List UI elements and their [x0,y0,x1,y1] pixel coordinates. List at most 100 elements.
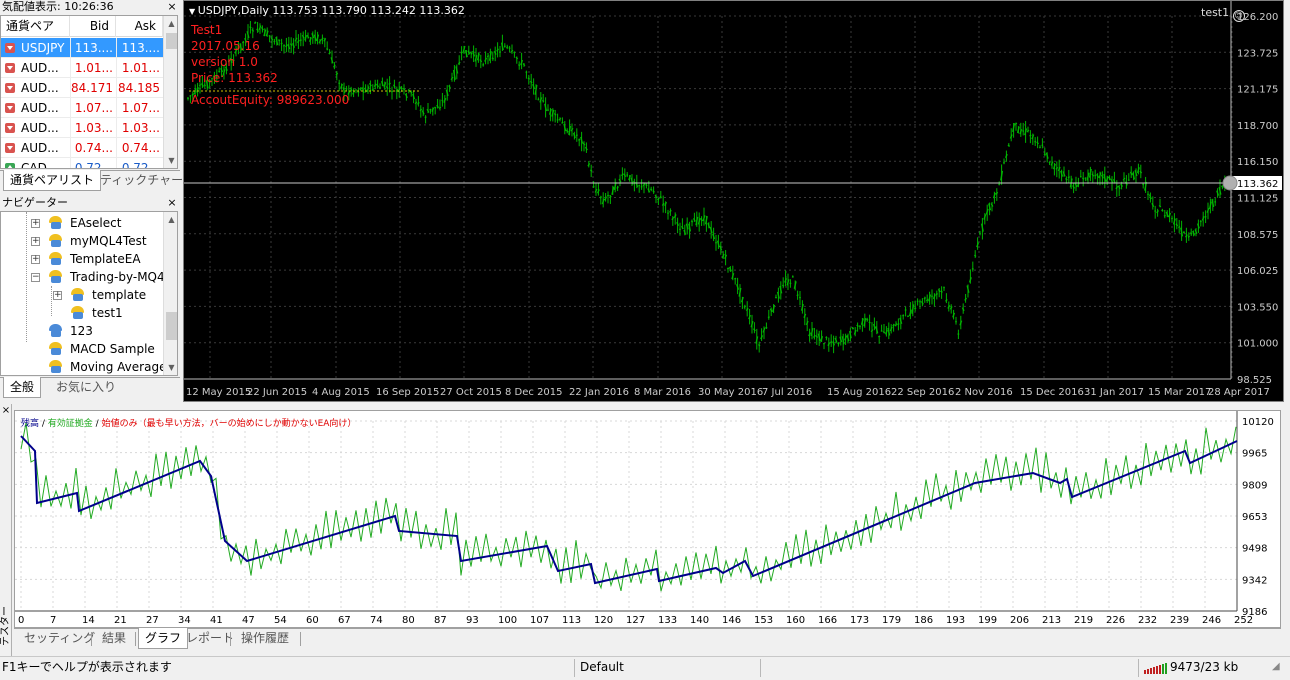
scroll-up-icon[interactable]: ▲ [168,215,175,224]
scroll-thumb[interactable] [166,33,177,49]
x-axis-label: 54 [274,615,287,626]
expand-icon[interactable]: + [31,218,40,228]
candle-body [664,201,668,207]
market-watch-close-button[interactable]: × [167,0,177,13]
candle-body [1120,183,1123,188]
x-axis-label: 87 [434,615,447,626]
tab-graph[interactable]: グラフ [138,628,189,649]
candle-body [419,108,423,112]
navigator-close-button[interactable]: × [167,196,177,209]
signal-bar [1147,669,1149,674]
tab-divider [300,632,301,646]
candle-body [1211,199,1215,208]
candle-body [784,277,788,283]
scroll-thumb[interactable] [166,312,177,340]
collapse-icon[interactable]: − [31,272,40,282]
comment-line: 2017.05.16 [191,39,260,53]
candle-body [510,49,514,53]
signal-bar [1150,668,1152,674]
scroll-up-icon[interactable]: ▲ [168,19,175,28]
candle-body [253,21,257,25]
market-watch-header: 通貨ペア Bid Ask [1,16,163,37]
tab-tick-chart[interactable]: ティックチャート [100,173,196,187]
market-watch-row[interactable]: AUD... 1.07... 1.07... [1,98,163,118]
y-axis-label: 9653 [1242,512,1267,523]
candle-body [522,63,526,67]
candle-body [959,320,963,326]
graph-legend: 残高 / 有効証拠金 / 始値のみ（最も早い方法，バーの始めにしか動かないEA向… [21,416,356,429]
candle-body [191,93,195,96]
status-profile[interactable]: Default [580,660,624,674]
candle-body [205,80,209,89]
candle-body [212,75,216,83]
scroll-down-icon[interactable]: ▼ [168,363,175,372]
candle-body [333,64,336,68]
market-watch-row[interactable]: AUD... 0.74... 0.74... [1,138,163,158]
candle-body [925,298,929,302]
price-axis-label: 123.725 [1237,48,1278,59]
candle-body [515,56,519,60]
column-header-bid[interactable]: Bid [70,16,116,37]
candle-body [1060,170,1064,177]
candle-body [937,288,941,293]
navigator-scrollbar[interactable]: ▲ ▼ [163,212,177,375]
candle-body [695,216,699,226]
column-header-ask[interactable]: Ask [116,16,163,37]
candle-body [1180,227,1184,237]
tester-close-button[interactable]: × [1,405,11,416]
candle-body [222,69,226,76]
candle-body [1086,172,1090,181]
candle-body [277,39,281,42]
resize-grip-icon[interactable]: ◢ [1272,661,1280,672]
candle-body [716,240,720,248]
market-watch-row[interactable]: CAD... 0.72... 0.72... [1,158,163,168]
candle-body [976,242,980,248]
tester-graph[interactable]: 10120 9965 9809 9653 9498 9342 9186 0 7 14 21 27 34 4… [14,410,1281,628]
price-axis-label: 111.125 [1237,194,1278,205]
candle-body [1081,177,1085,180]
x-axis-label: 213 [1042,615,1061,626]
expand-icon[interactable]: + [31,236,40,246]
candle-body [246,31,250,39]
tab-report[interactable]: レポート [186,631,235,645]
tab-journal[interactable]: 操作履歴 [241,631,290,645]
tester-side-bar [0,404,12,656]
candle-body [1052,163,1056,170]
candle-body [813,334,816,338]
candle-body [1043,153,1047,156]
arrow-down-icon [5,103,15,113]
market-watch-row[interactable]: AUD... 84.171 84.185 [1,78,163,98]
column-header-symbol[interactable]: 通貨ペア [1,16,70,37]
candle-body [649,188,653,191]
candle-body [472,50,476,57]
chart-menu-icon[interactable]: ▼ [189,7,198,16]
expand-icon[interactable]: + [31,254,40,264]
market-watch-row[interactable]: AUD... 1.03... 1.03... [1,118,163,138]
market-watch-title: 気配値表示: 10:26:36 [2,0,114,13]
x-axis-label: 166 [818,615,837,626]
tab-results[interactable]: 結果 [102,631,127,645]
market-watch-row[interactable]: AUD... 1.01... 1.01... [1,58,163,78]
scroll-down-icon[interactable]: ▼ [168,156,175,165]
date-axis-label: 30 May 2016 [698,387,763,398]
candle-body [990,203,994,207]
tab-symbols[interactable]: 通貨ペアリスト [3,170,102,191]
expand-icon[interactable]: + [53,290,62,300]
candle-body [1062,171,1066,177]
candle-body [875,326,879,334]
candle-body [613,182,617,191]
candle-body [949,306,953,310]
market-watch-row[interactable]: USDJPY 113.... 113.... [1,38,163,58]
price-chart-window[interactable]: 126.200 123.725 121.175 118.700 116.150 111.1… [183,0,1284,402]
tab-general[interactable]: 全般 [3,377,42,398]
market-watch-scrollbar[interactable]: ▲ ▼ [163,16,177,168]
candle-body [932,294,936,300]
tab-settings[interactable]: セッティング [24,631,96,645]
candle-body [445,89,449,97]
candlestick-chart[interactable]: 126.200 123.725 121.175 118.700 116.150 111.1… [184,1,1283,401]
signal-bar [1156,666,1158,674]
tab-favorites[interactable]: お気に入り [56,380,117,394]
candle-body [186,97,190,100]
candle-body [400,86,403,90]
ask-cell: 113.... [116,38,163,58]
